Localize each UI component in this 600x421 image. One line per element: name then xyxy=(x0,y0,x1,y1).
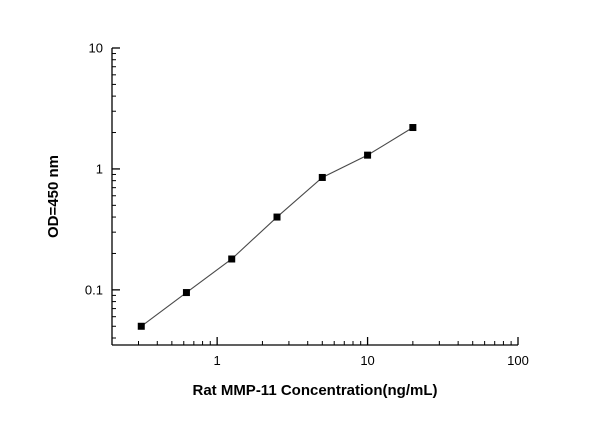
x-axis-label: Rat MMP-11 Concentration(ng/mL) xyxy=(192,382,437,399)
y-axis-label: OD=450 nm xyxy=(45,155,62,238)
data-point xyxy=(137,322,145,330)
x-tick-label: 10 xyxy=(360,353,374,368)
y-tick-label: 10 xyxy=(89,41,103,56)
data-line xyxy=(140,127,414,327)
y-tick-label: 0.1 xyxy=(85,282,103,297)
y-tick-label: 1 xyxy=(96,161,103,176)
data-point xyxy=(318,173,326,181)
x-tick-label: 100 xyxy=(507,353,529,368)
data-point xyxy=(273,213,281,221)
data-point xyxy=(409,124,417,132)
data-point xyxy=(364,151,372,159)
x-tick-label: 1 xyxy=(214,353,221,368)
data-point xyxy=(228,255,236,263)
data-point xyxy=(182,289,190,297)
